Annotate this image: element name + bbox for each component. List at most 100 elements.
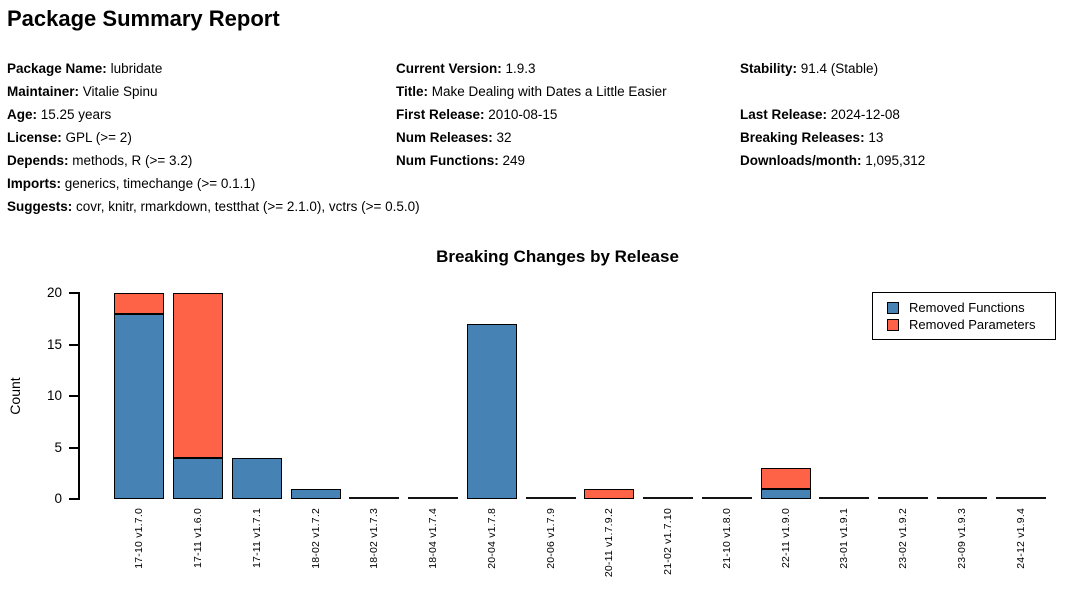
bar [463, 293, 522, 499]
y-tick-mark [69, 343, 79, 346]
bar-stack [760, 468, 811, 499]
x-axis-label: 23-02 v1.9.2 [897, 508, 910, 569]
x-axis-label-slot: 20-11 v1.7.9.2 [580, 508, 639, 577]
y-tick-mark [69, 446, 79, 449]
x-axis-label-slot: 21-02 v1.7.10 [639, 508, 698, 575]
page-title: Package Summary Report [7, 6, 280, 31]
bar [933, 293, 992, 499]
x-axis-label: 20-06 v1.7.9 [544, 508, 557, 569]
zero-bar [643, 497, 694, 499]
x-axis-labels: 17-10 v1.7.0 17-11 v1.6.0 17-11 v1.7.1 18-0… [110, 508, 1050, 596]
metadata-column-middle: Current Version: 1.9.3 Title: Make Dealin… [396, 57, 667, 172]
x-axis-label: 17-11 v1.6.0 [192, 508, 205, 568]
bar-segment-removed-parameters [173, 293, 224, 458]
meta-field-value: 91.4 (Stable) [797, 61, 879, 76]
y-tick-label: 15 [46, 336, 62, 352]
legend-item: Removed Functions [887, 299, 1055, 316]
bar [815, 293, 874, 499]
bar [991, 293, 1050, 499]
legend-label: Removed Parameters [909, 317, 1036, 332]
y-tick-label: 10 [46, 388, 62, 403]
meta-field-label: Depends: [7, 153, 69, 168]
meta-field-value: 249 [498, 153, 526, 168]
x-axis-label-slot: 18-02 v1.7.2 [286, 508, 345, 569]
meta-field-value: Vitalie Spinu [79, 84, 158, 99]
meta-field-value: Make Dealing with Dates a Little Easier [428, 84, 667, 99]
x-axis-label-slot: 23-09 v1.9.3 [933, 508, 992, 569]
meta-field: Title: Make Dealing with Dates a Little … [396, 80, 667, 103]
meta-field: Depends: methods, R (>= 3.2) [7, 149, 420, 172]
bar-segment-removed-functions [231, 458, 282, 499]
x-axis-label-slot: 17-10 v1.7.0 [110, 508, 169, 569]
x-axis-label: 17-10 v1.7.0 [133, 508, 146, 569]
meta-field-label: Imports: [7, 176, 61, 191]
meta-field-label: Num Releases: [396, 130, 493, 145]
chart-legend: Removed Functions Removed Parameters [872, 292, 1056, 340]
meta-field: Downloads/month: 1,095,312 [740, 149, 925, 172]
meta-field-value: methods, R (>= 3.2) [68, 153, 193, 168]
bar [404, 293, 463, 499]
bar [110, 293, 169, 499]
x-axis-label: 24-12 v1.9.4 [1014, 508, 1027, 569]
y-tick-label: 20 [46, 285, 62, 300]
x-axis-label-slot: 23-02 v1.9.2 [874, 508, 933, 569]
bar [639, 293, 698, 499]
zero-bar [701, 497, 752, 499]
y-tick-mark [69, 395, 79, 397]
meta-field-value: 1.9.3 [501, 61, 536, 76]
meta-field [740, 80, 925, 103]
bar [698, 293, 757, 499]
bar-stack [584, 489, 635, 499]
y-tick-label: 5 [54, 439, 62, 455]
zero-bar [878, 497, 929, 499]
meta-field-label: Stability: [740, 61, 798, 76]
x-axis-label-slot: 18-04 v1.7.4 [404, 508, 463, 569]
bars-container [110, 293, 1050, 499]
x-axis-label-slot: 20-04 v1.7.8 [463, 508, 522, 569]
zero-bar [819, 497, 870, 499]
y-tick-mark [69, 498, 79, 500]
x-axis-label-slot: 23-01 v1.9.1 [815, 508, 874, 569]
meta-field-label: Age: [7, 107, 37, 122]
legend-swatch [887, 318, 899, 331]
meta-field-label: First Release: [396, 107, 485, 122]
meta-field-value: GPL (>= 2) [61, 130, 132, 145]
meta-field: Last Release: 2024-12-08 [740, 103, 925, 126]
x-axis-label-slot: 20-06 v1.7.9 [521, 508, 580, 569]
meta-field-value: 32 [492, 130, 512, 145]
bar-segment-removed-parameters [114, 293, 165, 314]
meta-field: First Release: 2010-08-15 [396, 103, 667, 126]
x-axis-label: 18-02 v1.7.2 [309, 508, 322, 569]
x-axis-label: 22-11 v1.9.0 [779, 508, 792, 568]
legend-item: Removed Parameters [887, 316, 1055, 333]
x-axis-label: 21-10 v1.8.0 [720, 508, 733, 569]
bar-segment-removed-functions [760, 489, 811, 499]
zero-bar [349, 497, 400, 499]
y-axis-line [78, 292, 80, 500]
bar [756, 293, 815, 499]
zero-bar [936, 497, 987, 499]
bar [580, 293, 639, 499]
x-axis-label-slot: 21-10 v1.8.0 [698, 508, 757, 569]
meta-field-value: 2010-08-15 [484, 107, 558, 122]
meta-field-label: Package Name: [7, 61, 107, 76]
legend-swatch [887, 301, 899, 314]
x-axis-label: 21-02 v1.7.10 [662, 508, 675, 575]
y-tick-mark [69, 292, 79, 294]
x-axis-label: 20-11 v1.7.9.2 [603, 508, 616, 578]
meta-field-label: Num Functions: [396, 153, 499, 168]
x-axis-label: 23-09 v1.9.3 [955, 508, 968, 569]
breaking-changes-chart: Breaking Changes by Release Count 0 5 10 15… [0, 240, 1069, 602]
bar-stack [114, 293, 165, 499]
meta-field-label: Breaking Releases: [740, 130, 865, 145]
x-axis-label-slot: 17-11 v1.6.0 [169, 508, 228, 568]
meta-field: Breaking Releases: 13 [740, 126, 925, 149]
zero-bar [995, 497, 1046, 499]
zero-bar [525, 497, 576, 499]
zero-bar [408, 497, 459, 499]
meta-field-label: Current Version: [396, 61, 502, 76]
meta-field-label: License: [7, 130, 62, 145]
meta-field-value: generics, timechange (>= 0.1.1) [61, 176, 256, 191]
bar [228, 293, 287, 499]
meta-field: License: GPL (>= 2) [7, 126, 420, 149]
